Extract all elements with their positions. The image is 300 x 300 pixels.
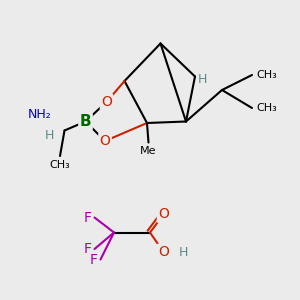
Text: H: H (198, 73, 207, 86)
Text: CH₃: CH₃ (256, 70, 277, 80)
Text: F: F (83, 211, 92, 224)
Text: H: H (178, 245, 188, 259)
Text: O: O (101, 95, 112, 109)
Text: CH₃: CH₃ (256, 103, 277, 113)
Text: O: O (158, 208, 169, 221)
Text: F: F (89, 253, 98, 266)
Text: F: F (83, 242, 92, 256)
Text: H: H (45, 128, 54, 142)
Text: B: B (80, 114, 91, 129)
Text: O: O (158, 245, 169, 259)
Text: Me: Me (140, 146, 157, 157)
Text: O: O (100, 134, 110, 148)
Text: NH₂: NH₂ (27, 107, 51, 121)
Text: CH₃: CH₃ (50, 160, 70, 170)
